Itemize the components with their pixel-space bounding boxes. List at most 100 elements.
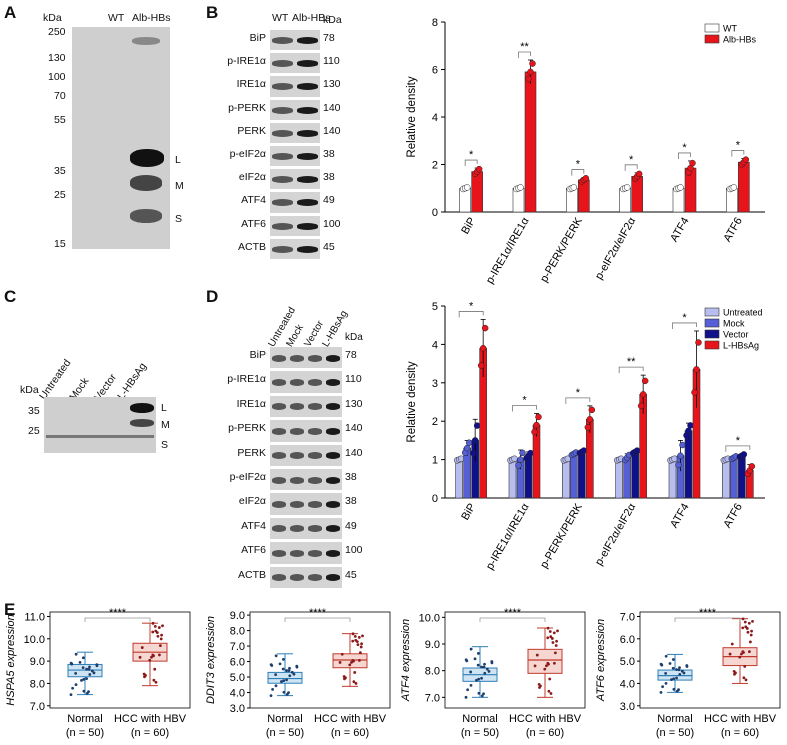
blot-band bbox=[326, 379, 340, 387]
data-point bbox=[659, 690, 663, 694]
ladder-25: 25 bbox=[54, 189, 66, 201]
data-point bbox=[350, 660, 353, 664]
data-point bbox=[78, 660, 82, 664]
blot-kda-value: 110 bbox=[345, 373, 362, 386]
y-tick-label: 0 bbox=[432, 207, 438, 219]
data-point bbox=[288, 674, 292, 678]
blot-band bbox=[272, 245, 293, 253]
data-point bbox=[85, 677, 88, 681]
bar bbox=[570, 453, 578, 499]
blot-strip bbox=[270, 469, 342, 491]
blot-band bbox=[297, 245, 318, 253]
blot-row-label: ACTB bbox=[237, 240, 266, 253]
data-point bbox=[278, 662, 282, 666]
data-point bbox=[677, 668, 681, 672]
significance-bracket bbox=[479, 617, 546, 622]
data-point bbox=[156, 634, 160, 638]
data-point bbox=[637, 402, 645, 410]
data-point bbox=[671, 666, 675, 670]
data-point bbox=[685, 427, 692, 435]
data-point bbox=[358, 659, 361, 662]
data-point bbox=[689, 159, 696, 167]
data-point bbox=[551, 641, 555, 644]
y-tick-label: 4.0 bbox=[620, 678, 635, 690]
blot-band bbox=[297, 60, 318, 68]
data-point bbox=[351, 639, 355, 643]
y-tick-label: 8 bbox=[432, 17, 438, 29]
blot-band bbox=[297, 106, 318, 114]
blot-band bbox=[297, 176, 318, 184]
blot-band bbox=[326, 476, 340, 484]
data-point bbox=[691, 389, 698, 396]
data-point bbox=[740, 652, 743, 656]
blot-strip bbox=[270, 347, 342, 369]
data-point bbox=[555, 639, 558, 643]
band-m bbox=[130, 175, 162, 191]
blot-strip bbox=[270, 99, 320, 120]
y-tick-label: 4 bbox=[432, 339, 438, 351]
data-point bbox=[547, 689, 551, 693]
data-point bbox=[357, 635, 361, 639]
blot-strip bbox=[270, 30, 320, 51]
y-tick-label: 4 bbox=[432, 112, 438, 124]
significance-marker: **** bbox=[504, 607, 522, 619]
data-point bbox=[281, 667, 285, 671]
blot-band bbox=[308, 476, 322, 484]
blot-band bbox=[272, 153, 293, 161]
y-tick-label: 0 bbox=[432, 493, 438, 505]
data-point bbox=[88, 665, 91, 669]
legend-swatch bbox=[704, 307, 720, 317]
chart-d: 0 1 2 3 4 5 Relative density * BiP * p-IRE1α/IRE1α… bbox=[406, 300, 765, 572]
data-point bbox=[281, 657, 285, 661]
data-point bbox=[138, 655, 142, 659]
data-point bbox=[469, 647, 473, 651]
y-tick-label: 4.0 bbox=[230, 688, 245, 700]
panel-c-blot-image bbox=[44, 397, 156, 453]
y-tick-label: 11.0 bbox=[24, 611, 45, 623]
data-point bbox=[546, 636, 550, 640]
ladder-35: 35 bbox=[28, 405, 40, 417]
blot-kda-value: 78 bbox=[323, 32, 335, 44]
blot-row-label: PERK bbox=[237, 446, 266, 459]
data-point bbox=[672, 687, 676, 691]
x-tick-label: p-eIF2α/eIF2α bbox=[593, 501, 639, 568]
data-point bbox=[151, 621, 155, 625]
data-point bbox=[582, 175, 590, 182]
data-point bbox=[152, 678, 156, 682]
ladder-70: 70 bbox=[54, 90, 66, 102]
blot-strip bbox=[270, 395, 342, 418]
ladder-25: 25 bbox=[28, 425, 40, 437]
blot-band bbox=[326, 525, 340, 533]
blot-band bbox=[326, 549, 340, 557]
data-point bbox=[338, 661, 342, 664]
bar bbox=[566, 187, 578, 213]
data-point bbox=[680, 669, 684, 673]
data-point bbox=[469, 449, 477, 457]
blot-row-label: ATF4 bbox=[241, 519, 266, 532]
data-point bbox=[483, 671, 487, 675]
blot-band bbox=[272, 37, 293, 45]
bar bbox=[631, 451, 639, 499]
blot-band bbox=[272, 427, 286, 435]
data-point bbox=[545, 664, 548, 668]
legend-label: Untreated bbox=[723, 308, 763, 318]
data-point bbox=[74, 652, 78, 656]
data-point bbox=[153, 667, 157, 671]
blot-band bbox=[272, 549, 286, 557]
blot-band bbox=[272, 199, 293, 207]
data-point bbox=[580, 447, 588, 454]
band-label-m: M bbox=[161, 419, 170, 431]
data-point bbox=[479, 344, 487, 352]
data-point bbox=[670, 678, 673, 682]
data-point bbox=[548, 677, 552, 681]
blot-strip bbox=[270, 215, 320, 236]
data-point bbox=[280, 680, 283, 683]
blot-kda-value: 140 bbox=[345, 446, 363, 459]
panel-a-col-albhbs: Alb-HBs bbox=[132, 12, 171, 24]
bar bbox=[562, 459, 570, 499]
y-tick-label: 3.0 bbox=[230, 703, 245, 715]
blot-band bbox=[326, 403, 340, 411]
data-point bbox=[148, 658, 152, 662]
data-point bbox=[672, 677, 676, 681]
data-point bbox=[477, 677, 481, 681]
